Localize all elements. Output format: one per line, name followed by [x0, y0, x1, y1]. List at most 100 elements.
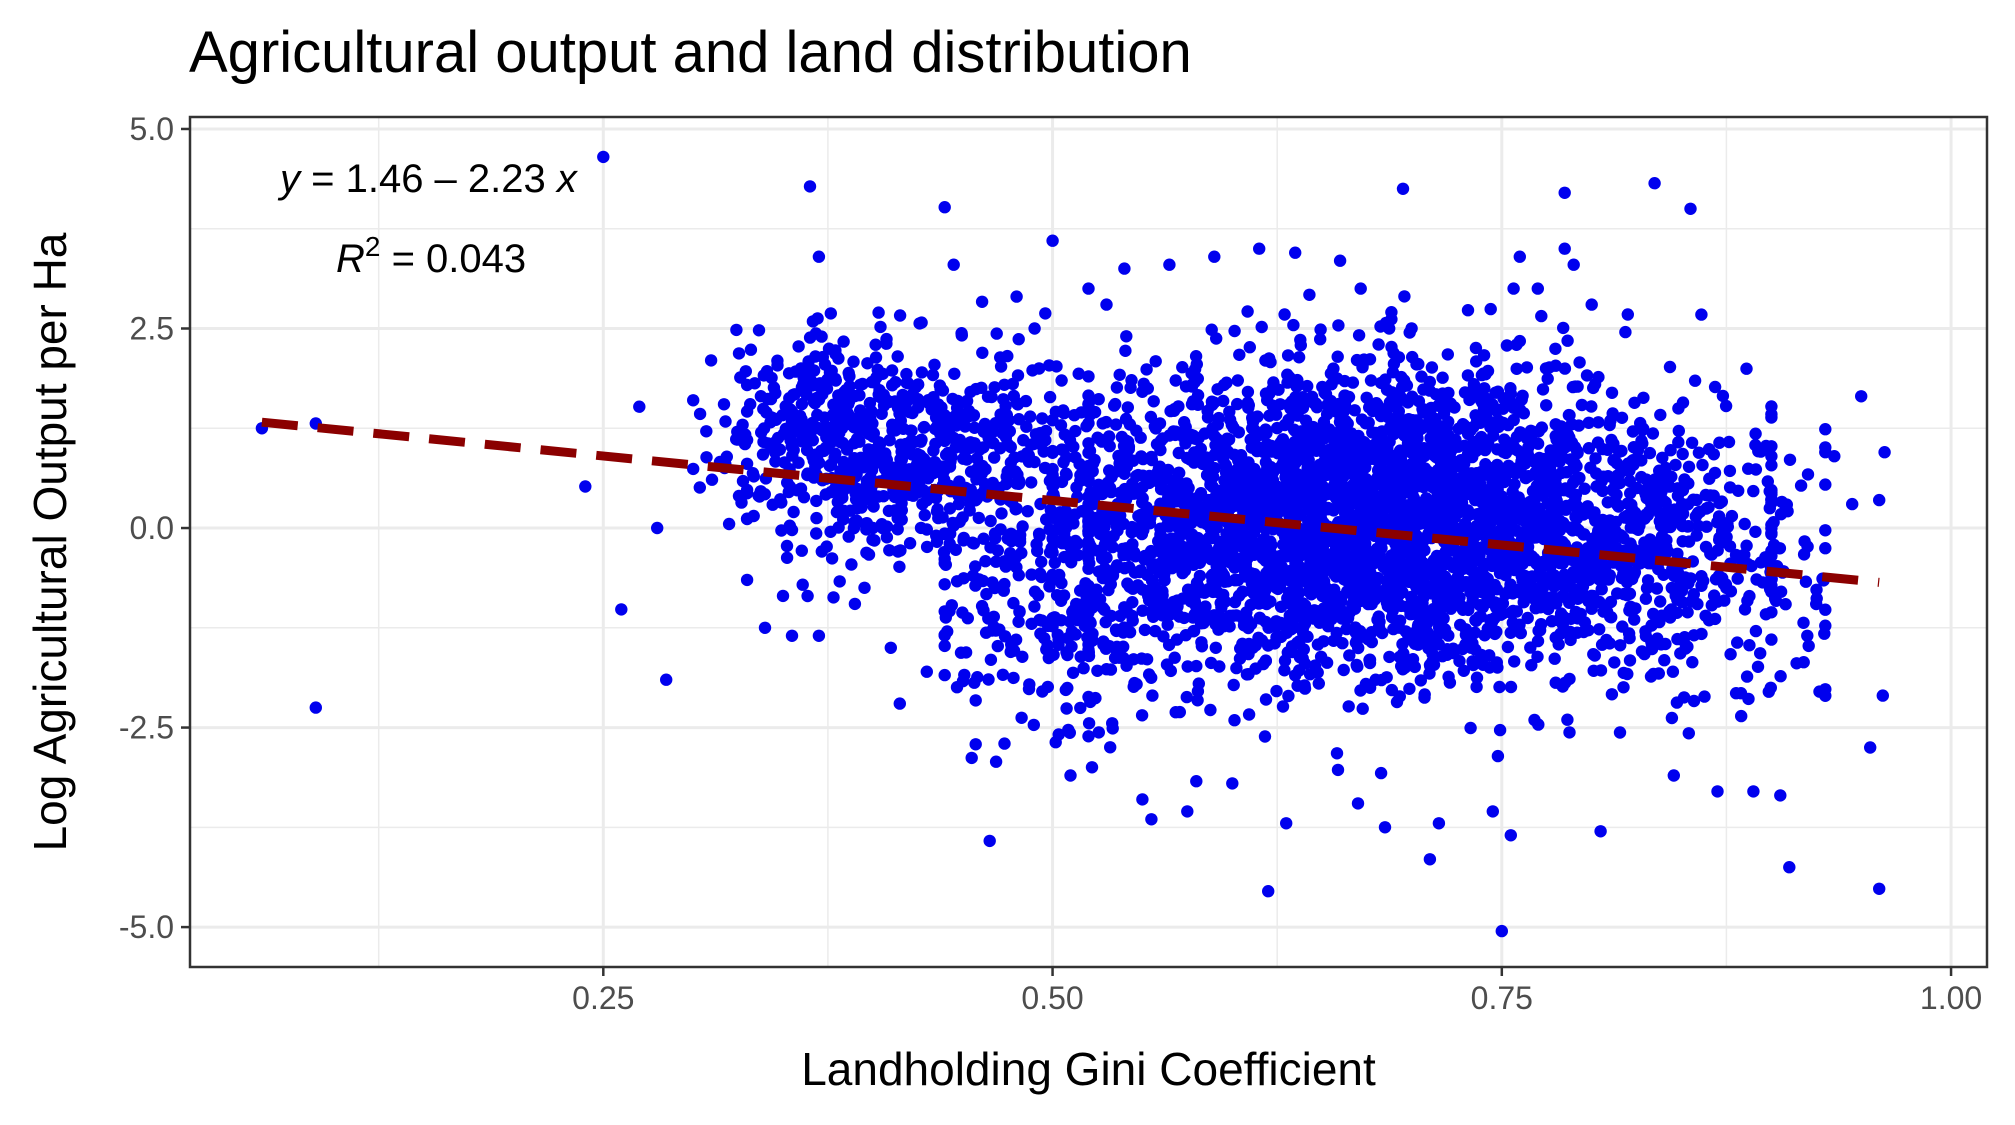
data-point — [825, 552, 839, 565]
data-point — [1525, 659, 1538, 672]
data-point — [1082, 370, 1095, 383]
data-point — [1393, 614, 1407, 627]
data-point — [926, 368, 940, 382]
data-point — [1249, 493, 1263, 507]
data-point — [1521, 540, 1535, 553]
data-point — [1751, 660, 1765, 673]
data-point — [776, 589, 790, 603]
data-point — [633, 400, 646, 413]
data-point — [1676, 484, 1690, 497]
data-point — [1194, 487, 1208, 500]
data-point — [1248, 548, 1261, 561]
data-point — [901, 377, 915, 390]
data-point — [1411, 582, 1424, 595]
data-point — [1373, 615, 1386, 628]
data-point — [1432, 817, 1446, 830]
data-point — [1298, 679, 1311, 692]
data-point — [1414, 674, 1428, 687]
data-point — [1055, 374, 1068, 387]
data-point — [1716, 572, 1729, 585]
data-point — [1292, 351, 1306, 364]
data-point — [1698, 690, 1711, 703]
data-point — [1578, 482, 1591, 495]
data-point — [752, 489, 765, 502]
data-point — [1333, 254, 1347, 267]
data-point — [997, 393, 1010, 406]
data-point — [1520, 531, 1534, 544]
data-point — [1656, 451, 1669, 464]
data-point — [1417, 383, 1430, 396]
data-point — [1357, 440, 1371, 453]
data-point — [1120, 330, 1133, 343]
data-point — [1106, 722, 1119, 735]
data-point — [1351, 797, 1365, 810]
data-point — [1801, 540, 1814, 553]
data-point — [862, 548, 876, 561]
data-point — [1797, 616, 1810, 629]
data-point — [1330, 633, 1343, 646]
data-point — [1432, 399, 1445, 412]
data-point — [1731, 636, 1744, 649]
data-point — [1026, 364, 1039, 377]
data-point — [893, 697, 906, 710]
data-point — [1554, 607, 1568, 620]
data-point — [1652, 667, 1666, 680]
data-point — [856, 377, 869, 391]
data-point — [1292, 606, 1305, 619]
data-point — [1684, 202, 1697, 215]
data-point — [1096, 417, 1109, 430]
data-point — [1318, 431, 1331, 444]
data-point — [1110, 381, 1124, 394]
data-point — [1533, 529, 1546, 543]
data-point — [1028, 600, 1041, 613]
data-point — [1063, 726, 1077, 739]
data-point — [1258, 730, 1272, 743]
data-point — [878, 450, 891, 464]
data-point — [1586, 545, 1599, 559]
data-point — [811, 312, 824, 325]
data-point — [1395, 541, 1409, 554]
data-point — [792, 456, 805, 469]
data-point — [1490, 404, 1503, 417]
data-point — [1575, 504, 1588, 517]
data-point — [809, 327, 823, 340]
data-point — [1173, 705, 1187, 719]
data-point — [971, 671, 984, 684]
data-point — [1136, 385, 1149, 398]
data-point — [687, 394, 700, 407]
data-point — [1819, 683, 1832, 696]
data-point — [687, 462, 700, 476]
data-point — [866, 417, 879, 430]
data-point — [1634, 557, 1647, 570]
data-point — [1511, 444, 1524, 457]
data-point — [1118, 482, 1132, 496]
data-point — [912, 486, 925, 499]
data-point — [1365, 626, 1378, 639]
data-point — [1577, 528, 1590, 541]
data-point — [1665, 711, 1679, 725]
data-point — [1704, 547, 1717, 560]
data-point — [950, 681, 964, 694]
data-point — [1667, 769, 1681, 782]
data-point — [1442, 670, 1455, 683]
data-point — [1695, 308, 1708, 321]
data-point — [1819, 619, 1832, 632]
data-point — [812, 250, 826, 263]
data-point — [922, 396, 935, 410]
data-point — [1636, 423, 1649, 437]
data-point — [1401, 601, 1414, 614]
data-point — [1082, 646, 1096, 659]
data-point — [1334, 412, 1347, 425]
data-point — [1314, 323, 1327, 336]
data-point — [1364, 374, 1378, 387]
data-point — [1615, 411, 1629, 424]
data-point — [746, 467, 760, 480]
data-point — [1354, 282, 1367, 295]
data-point — [1682, 577, 1695, 590]
data-point — [1720, 530, 1733, 544]
data-point — [915, 366, 929, 379]
data-point — [1628, 396, 1641, 409]
data-point — [1146, 689, 1159, 702]
equation-x-symbol: x — [555, 157, 579, 201]
data-point — [1524, 424, 1538, 437]
